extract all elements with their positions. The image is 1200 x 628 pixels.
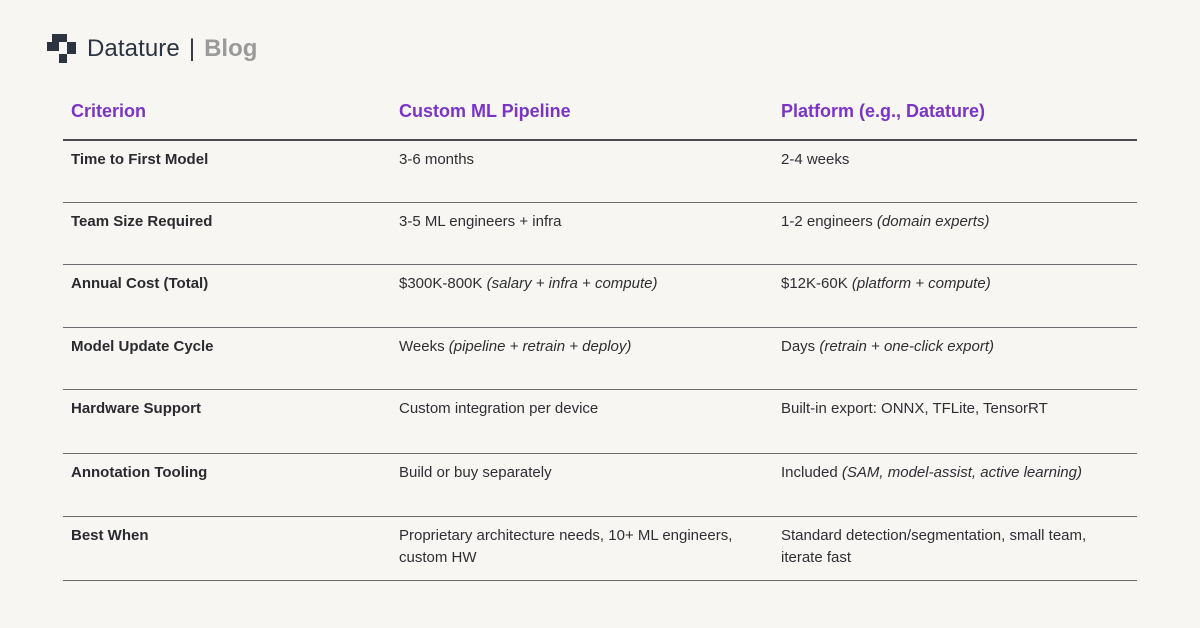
custom-cell: Weeks (pipeline + retrain + deploy) [391, 327, 773, 390]
cell-text: 1-2 engineers [781, 212, 877, 230]
custom-cell: Proprietary architecture needs, 10+ ML e… [391, 516, 773, 581]
criterion-cell: Time to First Model [63, 140, 391, 203]
criterion-cell: Model Update Cycle [63, 327, 391, 390]
brand-header: Datature | Blog [46, 33, 257, 65]
header-criterion: Criterion [63, 84, 391, 141]
cell-text: 3-6 months [399, 151, 475, 168]
platform-cell: 2-4 weeks [773, 140, 1137, 203]
platform-cell: $12K-60K (platform + compute) [773, 264, 1137, 328]
criterion-cell: Annual Cost (Total) [63, 264, 391, 328]
cell-text: $12K-60K [781, 274, 852, 292]
table-row: Annotation Tooling Build or buy separate… [63, 453, 1137, 517]
cell-text: $300K-800K [399, 274, 487, 292]
brand-section-blog: Blog [204, 35, 258, 62]
cell-text: Build or buy separately [399, 463, 552, 481]
criterion-cell: Best When [63, 516, 391, 581]
cell-note: (platform + compute) [851, 274, 991, 292]
table-row: Team Size Required 3-5 ML engineers + in… [63, 202, 1137, 265]
custom-cell: 3-6 months [391, 140, 773, 203]
platform-cell: Built-in export: ONNX, TFLite, TensorRT [773, 389, 1137, 454]
cell-text: Weeks [399, 337, 449, 355]
header-custom-ml-pipeline: Custom ML Pipeline [391, 84, 773, 141]
comparison-table: Criterion Custom ML Pipeline Platform (e… [63, 84, 1137, 581]
table-row: Model Update Cycle Weeks (pipeline + ret… [63, 327, 1137, 390]
table-row: Hardware Support Custom integration per … [63, 389, 1137, 454]
cell-text: 2-4 weeks [781, 151, 850, 168]
cell-note: (retrain + one-click export) [819, 337, 994, 355]
brand-separator: | [188, 35, 196, 62]
platform-cell: Included (SAM, model-assist, active lear… [773, 453, 1137, 517]
cell-text: Proprietary architecture needs, 10+ ML e… [399, 526, 733, 566]
platform-cell: Standard detection/segmentation, small t… [773, 516, 1137, 581]
criterion-cell: Annotation Tooling [63, 453, 391, 517]
custom-cell: Custom integration per device [391, 389, 773, 454]
cell-text: Days [781, 337, 820, 355]
brand-name: Datature [87, 35, 180, 62]
cell-text: Built-in export: ONNX, TFLite, TensorRT [781, 399, 1048, 417]
cell-note: (SAM, model-assist, active learning) [841, 463, 1082, 481]
cell-note: (salary + infra + compute) [486, 274, 658, 292]
custom-cell: Build or buy separately [391, 453, 773, 517]
table-row: Time to First Model 3-6 months 2-4 weeks [63, 140, 1137, 203]
platform-cell: 1-2 engineers (domain experts) [773, 202, 1137, 265]
custom-cell: $300K-800K (salary + infra + compute) [391, 264, 773, 328]
cell-text: Included [781, 463, 842, 481]
header-platform: Platform (e.g., Datature) [773, 84, 1137, 141]
custom-cell: 3-5 ML engineers + infra [391, 202, 773, 265]
table-row: Annual Cost (Total) $300K-800K (salary +… [63, 264, 1137, 328]
cell-text: Standard detection/segmentation, small t… [781, 526, 1087, 566]
cell-note: (domain experts) [876, 212, 990, 230]
cell-text: 3-5 ML engineers + infra [399, 212, 562, 230]
criterion-cell: Hardware Support [63, 389, 391, 454]
platform-cell: Days (retrain + one-click export) [773, 327, 1137, 390]
cell-text: Custom integration per device [399, 399, 599, 417]
table-row: Best When Proprietary architecture needs… [63, 516, 1137, 581]
datature-logo-icon [46, 33, 78, 65]
table-header-row: Criterion Custom ML Pipeline Platform (e… [63, 84, 1137, 141]
cell-note: (pipeline + retrain + deploy) [448, 337, 632, 355]
criterion-cell: Team Size Required [63, 202, 391, 265]
